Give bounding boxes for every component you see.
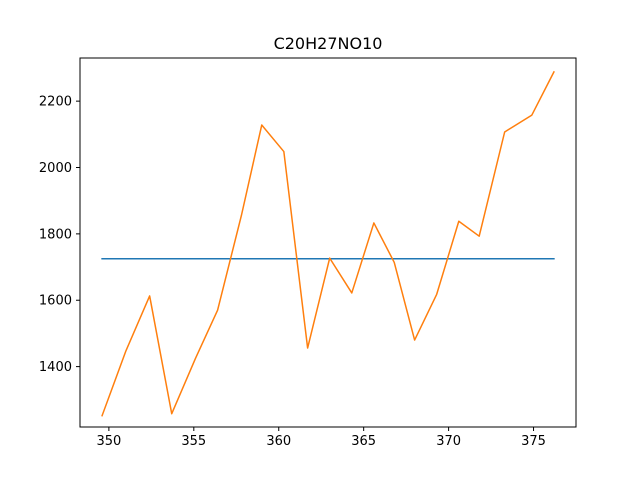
x-tick-label: 365 [351,434,376,449]
y-tick-label: 1600 [39,294,72,309]
y-tick-label: 2000 [39,161,72,176]
plot-frame [80,58,576,427]
x-tick-label: 375 [521,434,546,449]
x-tick-label: 355 [181,434,206,449]
chart-title: C20H27NO10 [274,34,383,53]
series-line-2 [102,72,554,416]
x-tick-label: 370 [436,434,461,449]
y-axis: 1400 1600 1800 2000 2200 [39,95,80,375]
y-tick-label: 1400 [39,360,72,375]
y-tick-label: 2200 [39,95,72,110]
x-axis: 350 355 360 365 370 375 [96,427,545,449]
y-tick-label: 1800 [39,227,72,242]
x-tick-label: 350 [96,434,121,449]
series-layer [102,72,554,416]
x-tick-label: 360 [266,434,291,449]
